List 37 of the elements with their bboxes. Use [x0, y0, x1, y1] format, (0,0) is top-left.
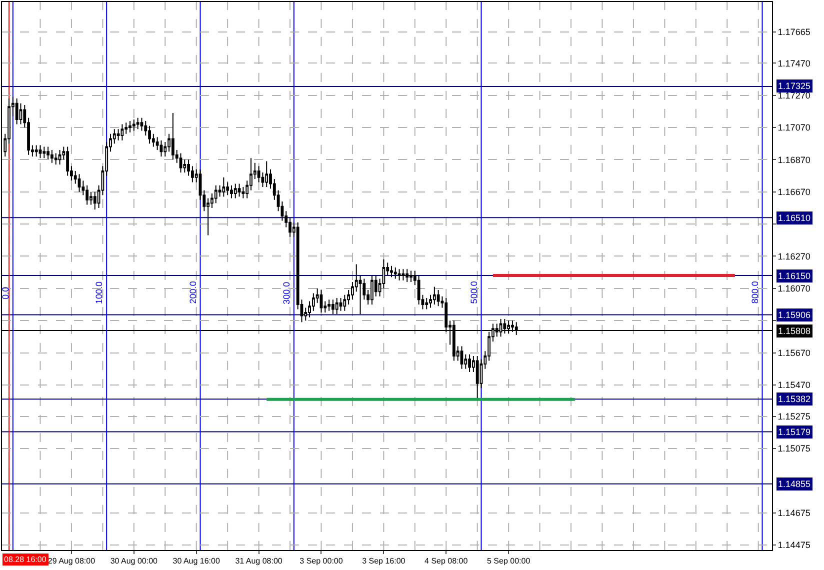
y-tick-label: 1.16870 [778, 154, 810, 165]
y-tick-label: 1.15470 [778, 380, 810, 390]
y-tick-label: 1.17070 [778, 122, 810, 133]
annotation: 100.0 [94, 282, 104, 304]
x-tick-label: 29 Aug 08:00 [48, 556, 96, 566]
y-tick-label: 1.17665 [778, 26, 810, 37]
y-tick-label: 1.15075 [778, 444, 810, 454]
annotation: 300.0 [281, 282, 292, 304]
ref-line-label: 1.16510 [778, 213, 811, 223]
y-tick-label: 1.15670 [778, 348, 810, 358]
ref-line-label: 1.15808 [778, 326, 811, 336]
y-tick-label: 1.16670 [778, 187, 810, 197]
ref-line-label: 1.15179 [778, 427, 811, 437]
ref-line-label: 1.15906 [778, 310, 811, 320]
y-tick-label: 1.15275 [778, 411, 810, 422]
y-tick-label: 1.17270 [778, 90, 810, 100]
y-tick-label: 1.14675 [778, 508, 810, 518]
x-tick-label: 4 Sep 08:00 [424, 556, 468, 566]
x-tick-label: 3 Sep 00:00 [300, 556, 344, 566]
text: 08.28 16:00 [4, 555, 47, 564]
y-tick-label: 1.16070 [778, 284, 810, 294]
y-tick-label: 1.17470 [778, 58, 810, 68]
ref-line-label: 1.15382 [778, 394, 811, 404]
y-tick-label: 1.16270 [778, 251, 810, 262]
annotation: 200.0 [188, 281, 198, 304]
x-tick-label: 3 Sep 16:00 [362, 556, 406, 566]
x-tick-label: 30 Aug 00:00 [110, 556, 158, 566]
ref-line-label: 1.14855 [778, 479, 811, 489]
annotation: 800.0 [750, 281, 760, 304]
x-tick-label: 31 Aug 08:00 [235, 556, 283, 566]
x-tick-label: 5 Sep 00:00 [486, 556, 531, 566]
y-tick-label: 1.14475 [778, 540, 810, 550]
ref-line-label: 1.17325 [778, 81, 811, 91]
annotation: 0.0 [0, 286, 10, 300]
x-tick-label: 30 Aug 16:00 [172, 556, 220, 566]
ref-line-label: 1.16150 [778, 271, 811, 281]
annotation: 500.0 [468, 281, 479, 304]
